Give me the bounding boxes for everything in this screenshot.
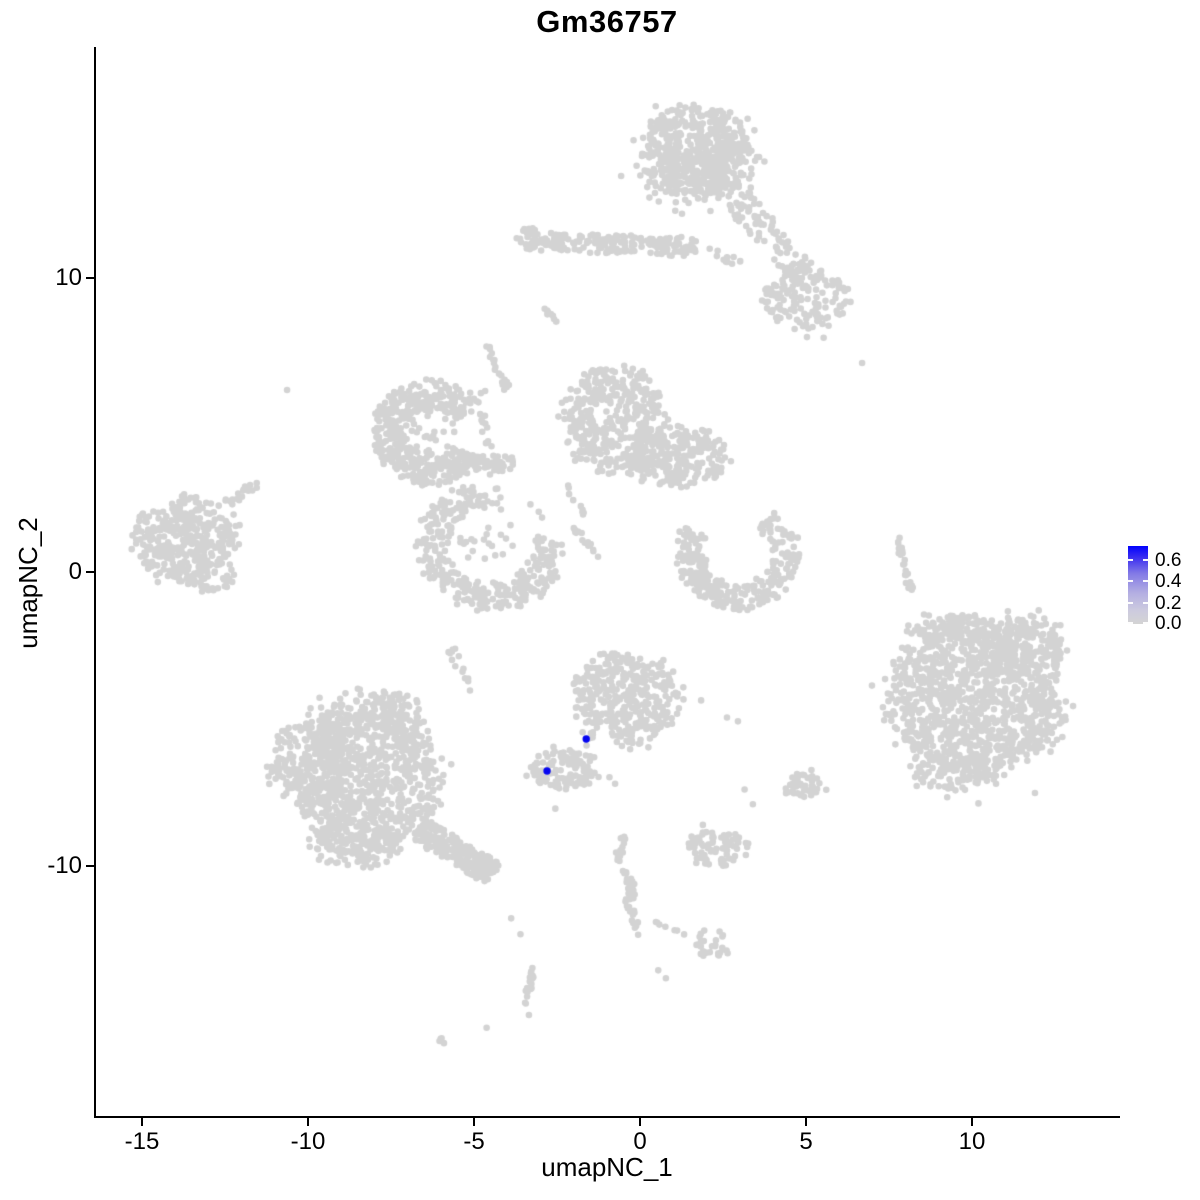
- y-tick-label: 10: [55, 264, 82, 291]
- x-tick-label: 0: [633, 1128, 647, 1155]
- x-tick-mark: [473, 1118, 475, 1126]
- x-tick-label: -15: [124, 1128, 160, 1155]
- y-tick-mark: [86, 277, 94, 279]
- y-tick-mark: [86, 571, 94, 573]
- plot-title: Gm36757: [536, 4, 678, 39]
- x-axis-line: [94, 1116, 1120, 1118]
- x-tick-mark: [307, 1118, 309, 1126]
- y-axis-title: umapNC_2: [13, 517, 43, 649]
- x-tick-mark: [971, 1118, 973, 1126]
- x-tick-mark: [805, 1118, 807, 1126]
- x-tick-label: 5: [799, 1128, 813, 1155]
- x-tick-mark: [639, 1118, 641, 1126]
- x-tick-label: -10: [290, 1128, 326, 1155]
- y-tick-mark: [86, 865, 94, 867]
- y-axis-line: [94, 47, 96, 1118]
- x-tick-label: -5: [463, 1128, 485, 1155]
- x-tick-label: 10: [958, 1128, 986, 1155]
- y-tick-label: -10: [47, 852, 82, 879]
- y-tick-label: 0: [68, 558, 82, 585]
- x-tick-mark: [141, 1118, 143, 1126]
- x-axis-title: umapNC_1: [541, 1152, 673, 1182]
